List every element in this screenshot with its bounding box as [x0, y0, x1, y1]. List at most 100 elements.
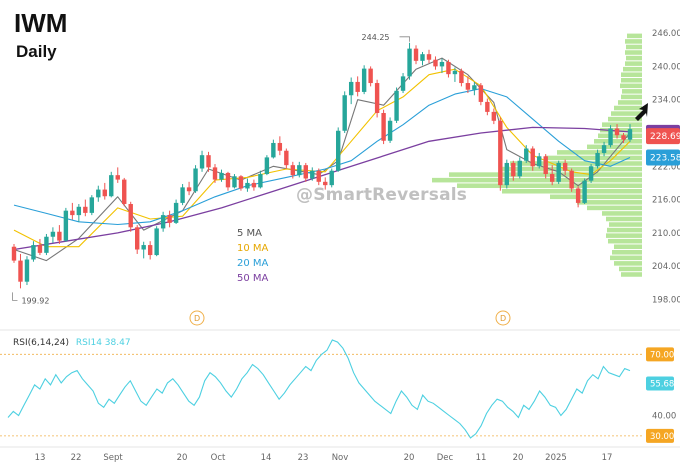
candle-body: [394, 90, 399, 121]
candle: [96, 185, 101, 202]
volume-profile-bar: [609, 222, 642, 227]
candle-body: [290, 165, 296, 176]
candle-body: [491, 111, 497, 121]
candle-body: [206, 155, 211, 168]
candle: [537, 152, 542, 169]
watermark: @SmartReversals: [296, 185, 468, 205]
candle-body: [329, 170, 334, 186]
volume-profile-bar: [510, 161, 642, 166]
dividend-marker-letter: D: [500, 314, 506, 323]
candle-body: [147, 245, 153, 256]
candle: [498, 117, 503, 191]
candle-body: [562, 162, 568, 171]
candle: [601, 141, 607, 157]
low-marker: [12, 292, 18, 301]
candle: [342, 91, 347, 133]
volume-profile-bar: [602, 211, 642, 216]
candle: [102, 182, 107, 200]
candle: [452, 67, 458, 82]
candle-body: [44, 236, 49, 253]
candle-body: [588, 166, 594, 181]
volume-profile-bar: [432, 177, 642, 183]
candle-body: [537, 156, 542, 167]
candle-body: [212, 167, 218, 180]
volume-profile-bar: [614, 261, 642, 266]
candle: [348, 77, 354, 105]
rsi-70-badge: [646, 347, 674, 362]
candle: [472, 81, 477, 96]
candle-body: [439, 61, 445, 67]
volume-profile-bar: [612, 250, 642, 255]
candle-body: [446, 61, 451, 75]
candle-body: [575, 188, 581, 203]
candle: [439, 58, 445, 74]
candle-body: [582, 180, 587, 203]
candle-body: [31, 245, 36, 260]
candle-body: [199, 155, 205, 169]
ma-line-10ma: [13, 68, 631, 248]
rsi-tick-value: 55.68: [650, 380, 674, 390]
candle-body: [83, 206, 88, 213]
candle-body: [24, 259, 30, 282]
legend-ma5: 5 MA: [237, 228, 263, 239]
high-price-label: 244.25: [362, 33, 390, 42]
candle-body: [601, 145, 607, 153]
time-axis-label: Nov: [332, 453, 349, 463]
candle: [582, 178, 587, 205]
candle: [147, 241, 153, 260]
candle-body: [459, 70, 464, 84]
volume-profile: [432, 33, 642, 277]
candle-body: [284, 150, 289, 166]
candle: [614, 124, 620, 139]
candle-body: [96, 189, 101, 198]
ma-legend: 5 MA 10 MA 20 MA 50 MA: [237, 226, 268, 286]
candle: [11, 243, 17, 263]
candle: [465, 76, 471, 94]
candle: [290, 161, 296, 179]
candle: [219, 169, 224, 182]
volume-profile-bar: [627, 33, 642, 39]
candle: [186, 181, 192, 196]
volume-profile-bar: [619, 266, 642, 272]
candle-body: [11, 246, 17, 261]
chart-timeframe: Daily: [16, 42, 57, 61]
volume-profile-bar: [625, 39, 642, 44]
candle-body: [498, 120, 503, 186]
volume-profile-bar: [608, 238, 642, 244]
legend-ma50: 50 MA: [237, 273, 269, 284]
candle: [31, 241, 36, 262]
candle-body: [511, 162, 516, 177]
candle-body: [122, 179, 127, 205]
candle: [160, 211, 166, 232]
volume-profile-bar: [625, 61, 642, 66]
ma20-price-badge: [646, 149, 680, 166]
candle: [128, 201, 133, 232]
annotation-arrow-icon: [635, 103, 648, 121]
rsi-series-value: RSI14 38.47: [75, 338, 131, 348]
volume-profile-bar: [608, 116, 642, 122]
candle-body: [504, 162, 509, 186]
candle: [511, 160, 516, 181]
candle-body: [549, 174, 555, 182]
candle: [575, 186, 581, 208]
candle: [459, 68, 464, 87]
candle-body: [89, 197, 95, 213]
candle-body: [348, 81, 354, 96]
candle: [44, 233, 49, 256]
rsi-value-badge: [646, 376, 674, 391]
candle: [316, 168, 321, 186]
candle: [530, 146, 535, 171]
candle: [426, 49, 432, 64]
candle: [368, 66, 373, 87]
rsi-tick-30: 30.00: [650, 432, 674, 442]
candle: [355, 76, 360, 97]
candle-body: [368, 68, 373, 84]
price-tick-label: 216.00: [652, 196, 680, 206]
time-axis-label: 22: [71, 453, 82, 463]
candle-body: [141, 245, 146, 250]
candle: [543, 154, 548, 179]
dividend-marker-icon: [495, 310, 511, 326]
candle: [400, 73, 406, 94]
candle-body: [627, 129, 633, 140]
